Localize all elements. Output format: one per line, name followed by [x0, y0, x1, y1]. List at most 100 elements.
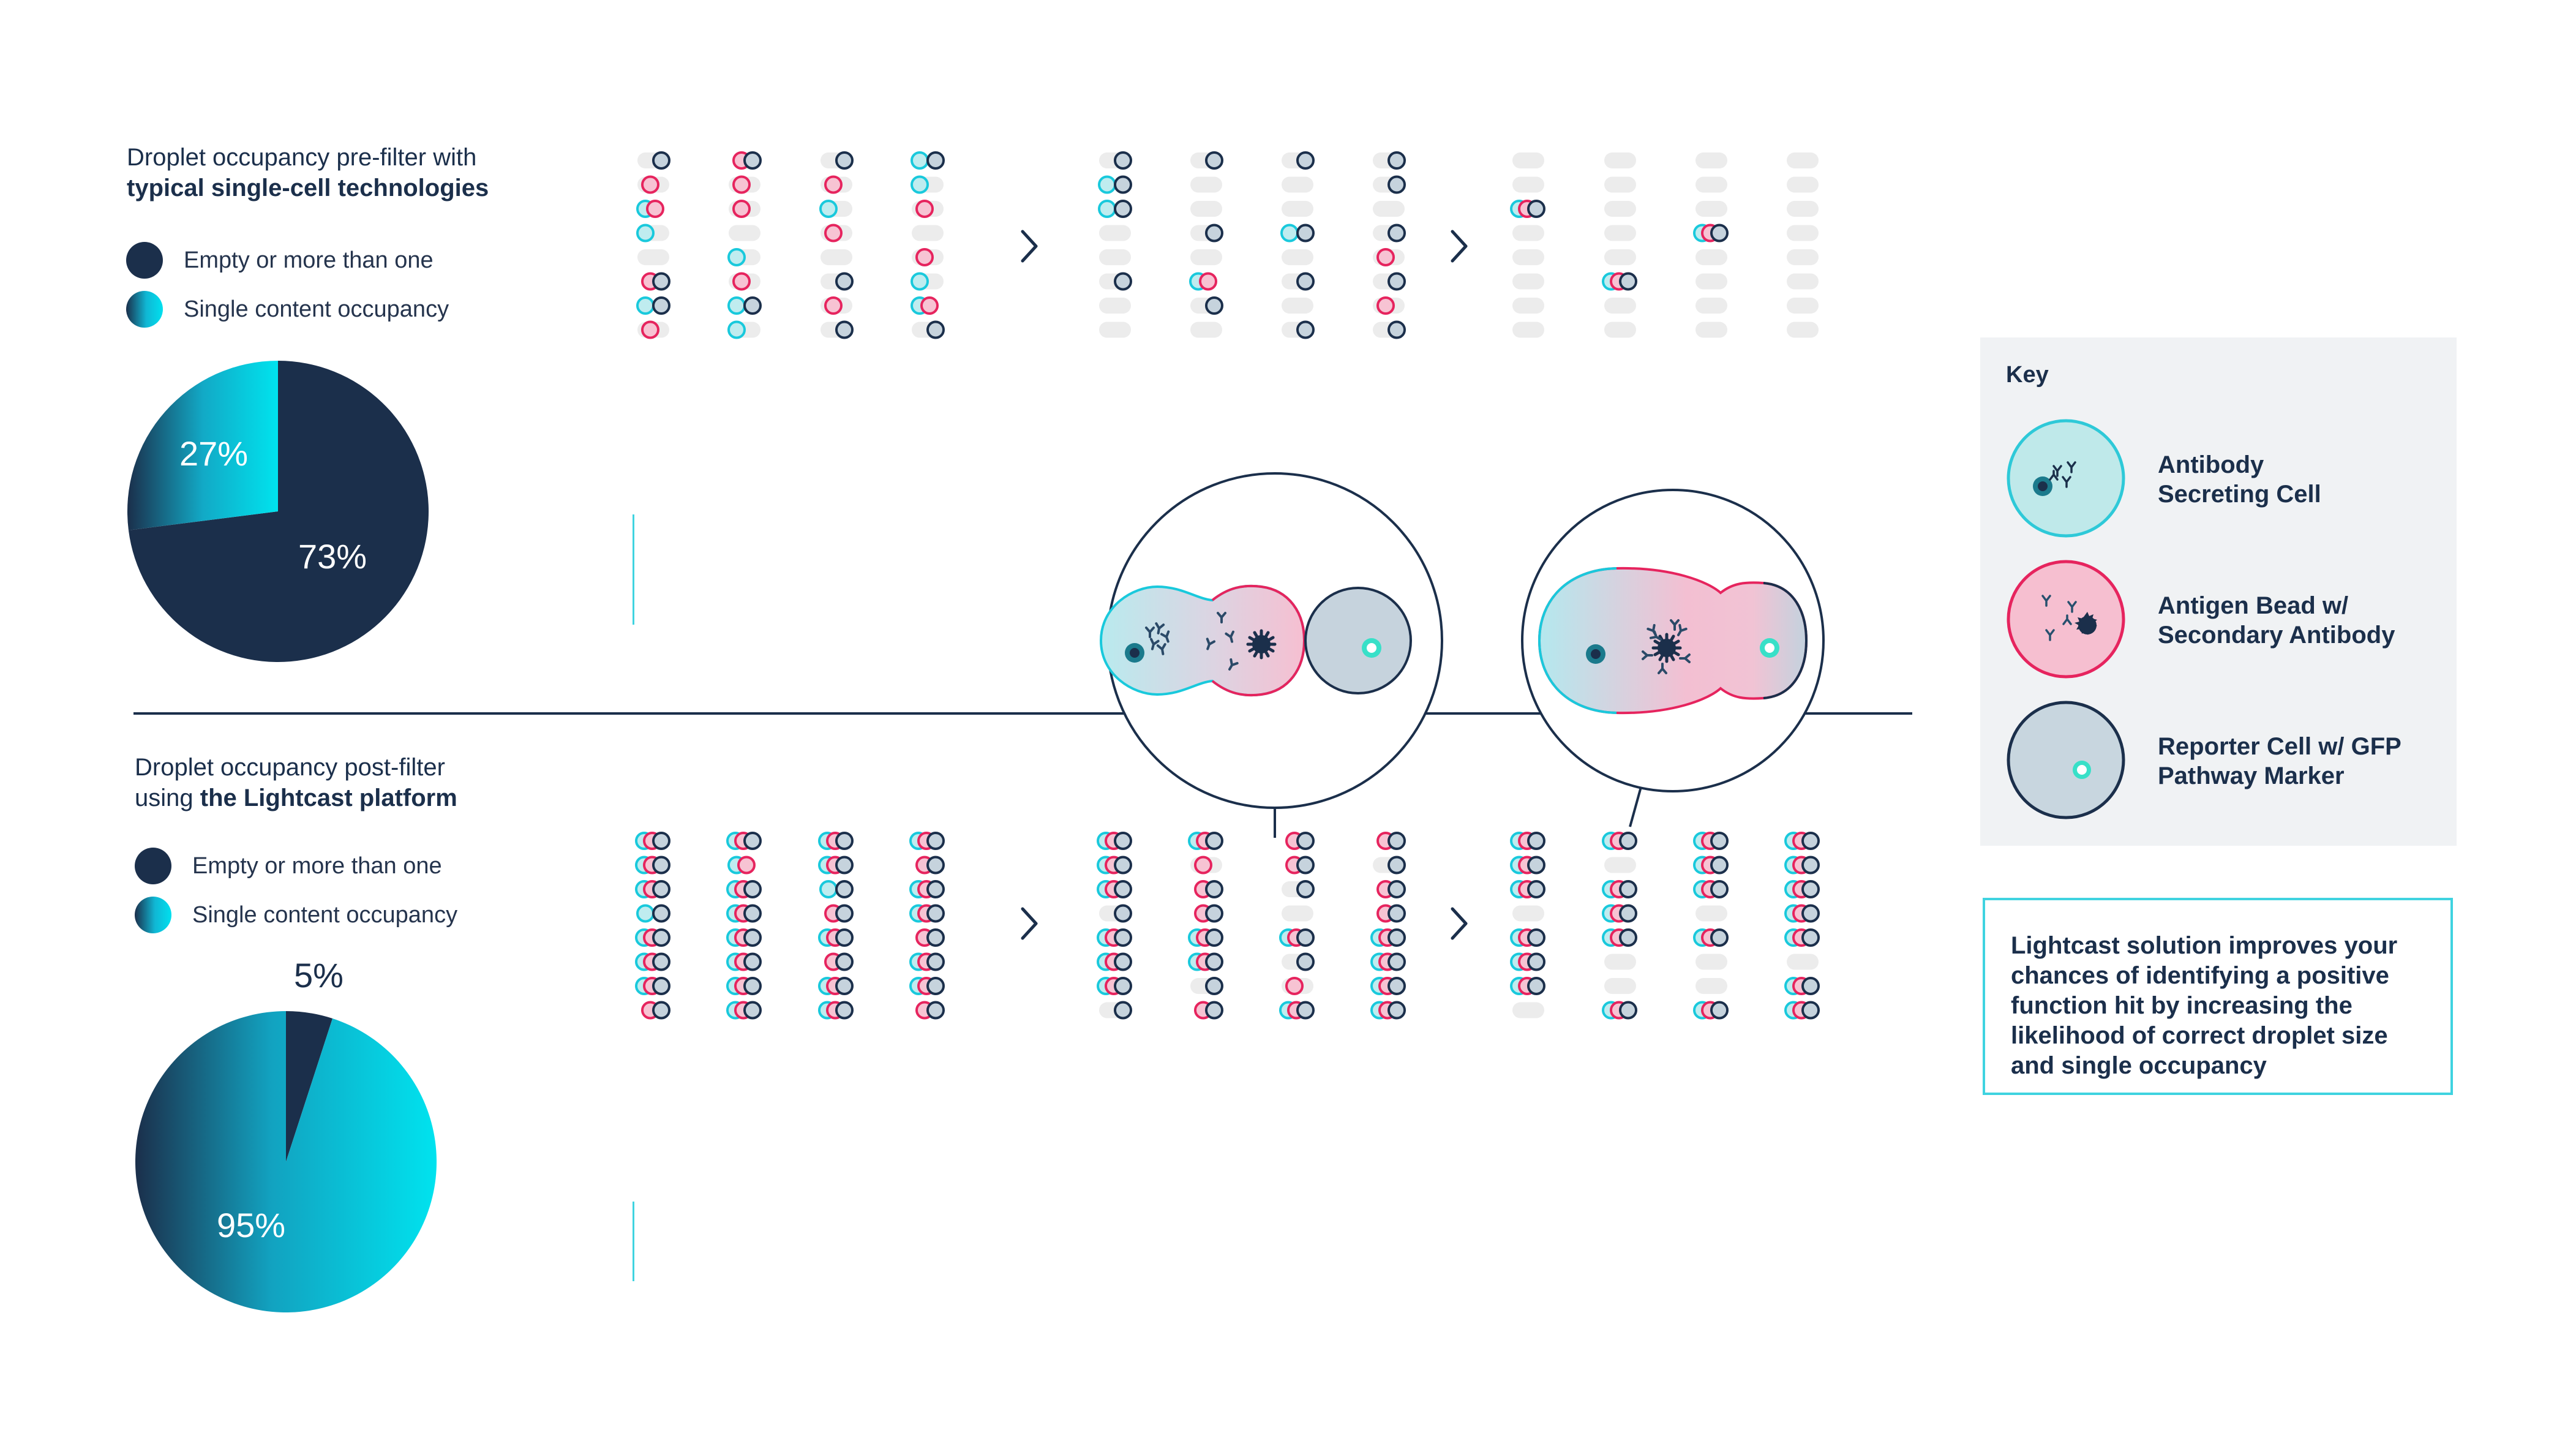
dark-circle-icon — [126, 242, 163, 279]
bottom-pie-svg — [135, 1011, 437, 1312]
dual-droplet — [1099, 584, 1306, 697]
droplet — [1695, 176, 1727, 193]
droplet — [726, 928, 762, 947]
key-label-antibody-line2: Secreting Cell — [2158, 481, 2321, 508]
droplet — [1784, 1001, 1820, 1020]
droplet — [1604, 298, 1636, 314]
droplet — [1695, 978, 1727, 994]
bottom-panel-title: Droplet occupancy post-filter using the … — [135, 752, 457, 813]
antibody-icon — [1160, 630, 1170, 643]
droplet — [1604, 954, 1636, 970]
droplet — [911, 175, 944, 194]
droplet — [727, 296, 762, 315]
droplet — [727, 248, 760, 266]
droplet — [1282, 249, 1313, 265]
droplet — [1512, 1002, 1544, 1018]
droplet — [1784, 856, 1820, 875]
droplet — [1695, 954, 1727, 970]
droplet — [1512, 298, 1544, 314]
droplet — [1282, 952, 1315, 971]
key-title: Key — [2006, 362, 2049, 388]
droplet — [1604, 176, 1636, 193]
droplet — [1190, 224, 1223, 243]
droplet — [912, 320, 945, 339]
droplet — [1693, 832, 1729, 850]
antibody-icon — [1642, 650, 1653, 660]
bottom-pie-chart: 95% — [135, 1010, 437, 1313]
droplet — [1604, 978, 1636, 994]
droplet — [1099, 1001, 1132, 1020]
droplet — [1510, 856, 1545, 875]
bottom-legend-item-empty: Empty or more than one — [135, 848, 442, 884]
zoom-callout-before-merge — [1099, 472, 1443, 809]
droplet — [1190, 201, 1222, 217]
bottom-cyan-marker — [633, 1202, 634, 1281]
droplet — [1282, 151, 1315, 170]
droplet — [1695, 152, 1727, 168]
top-legend-item-empty: Empty or more than one — [126, 242, 434, 279]
droplet — [1695, 298, 1727, 314]
droplet — [1282, 905, 1313, 922]
key-item-reporter-cell: Reporter Cell w/ GFP Pathway Marker — [2005, 699, 2446, 821]
droplet — [1787, 249, 1819, 265]
droplet — [912, 225, 944, 241]
droplet — [820, 320, 854, 339]
droplet — [911, 151, 945, 170]
droplet — [1189, 272, 1217, 291]
droplet — [915, 856, 945, 875]
droplet — [1787, 273, 1819, 290]
droplet — [1510, 832, 1545, 850]
droplet — [1512, 905, 1544, 922]
antibody-icon — [1145, 627, 1155, 638]
zoom-callout-after-merge — [1521, 489, 1825, 792]
droplet — [1370, 928, 1406, 947]
droplet — [1194, 1001, 1223, 1020]
droplet — [1097, 977, 1132, 995]
droplet — [1373, 201, 1405, 217]
droplet — [1194, 904, 1223, 923]
droplet — [915, 928, 945, 947]
droplet — [1373, 175, 1406, 194]
droplet — [1373, 272, 1406, 291]
pie-slice-single — [135, 1011, 437, 1312]
chevron-right-icon — [1021, 230, 1038, 263]
droplet — [1282, 176, 1313, 193]
droplet — [1604, 225, 1636, 241]
bottom-panel-title-bold: the Lightcast platform — [200, 785, 457, 811]
droplet — [1693, 224, 1729, 243]
droplet — [727, 856, 756, 875]
chevron-right-icon — [1451, 230, 1468, 263]
droplet — [635, 952, 670, 971]
antigen-bead-icon — [2007, 560, 2125, 679]
droplet — [1098, 175, 1132, 194]
bottom-legend-item-single: Single content occupancy — [135, 897, 457, 933]
bottom-panel-title-line1: Droplet occupancy post-filter — [135, 754, 445, 781]
lightcast-callout: Lightcast solution improves your chances… — [1983, 898, 2453, 1095]
droplet — [1376, 832, 1406, 850]
top-panel-title: Droplet occupancy pre-filter with typica… — [127, 142, 489, 203]
droplet — [819, 880, 854, 898]
droplet — [1787, 298, 1819, 314]
droplet — [909, 880, 945, 898]
bottom-legend-label-single: Single content occupancy — [192, 901, 458, 928]
droplet — [641, 272, 670, 291]
section-divider — [133, 712, 1912, 715]
droplet — [726, 977, 762, 995]
droplet — [1784, 928, 1820, 947]
droplet — [1787, 225, 1819, 241]
top-panel-title-line2: typical single-cell technologies — [127, 175, 489, 201]
droplet — [1602, 904, 1637, 923]
droplet — [1693, 880, 1729, 898]
droplet — [818, 1001, 854, 1020]
droplet — [820, 224, 852, 243]
top-pie-label-other: 73% — [298, 537, 367, 576]
droplet — [1512, 249, 1544, 265]
droplet — [635, 880, 670, 898]
droplet — [1784, 977, 1820, 995]
droplet — [637, 151, 670, 170]
droplet — [1188, 832, 1223, 850]
droplet — [1510, 200, 1545, 218]
droplet — [1190, 176, 1222, 193]
key-label-reporter-line2: Pathway Marker — [2158, 762, 2345, 789]
